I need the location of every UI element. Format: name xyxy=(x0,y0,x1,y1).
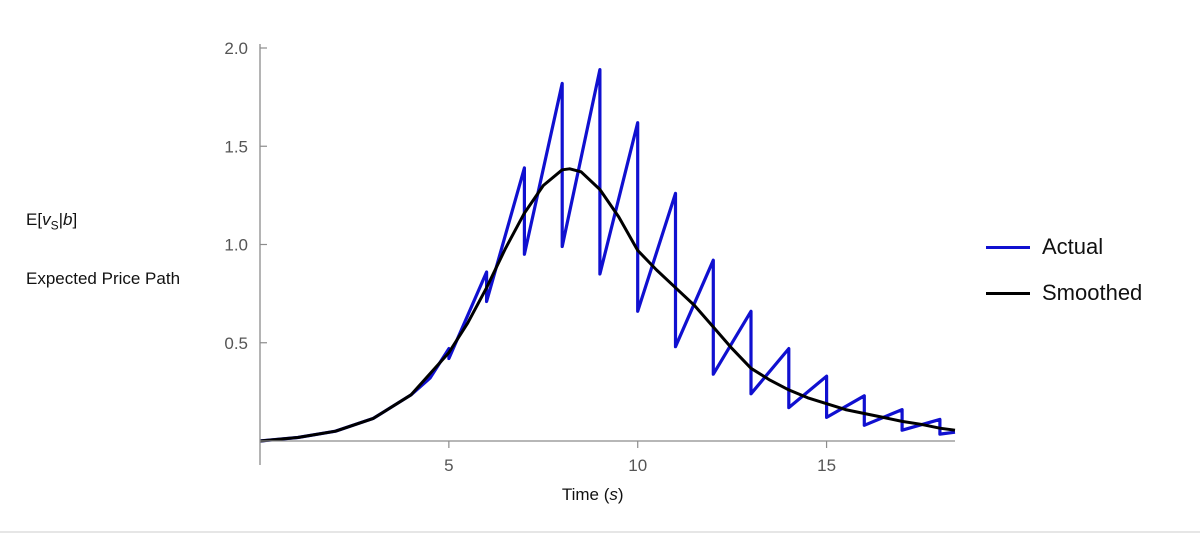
y-tick-label: 0.5 xyxy=(224,334,248,353)
series-smoothed-line xyxy=(259,167,956,443)
x-axis-label-var: s xyxy=(609,485,618,504)
y-tick-label: 1.0 xyxy=(224,236,248,255)
y-ticks: 0.5 1.0 1.5 2.0 xyxy=(224,39,267,353)
y-label-mid: | xyxy=(58,210,63,229)
y-label-suffix: ] xyxy=(72,210,78,229)
x-ticks: 5 10 15 xyxy=(444,441,836,475)
x-tick-label: 10 xyxy=(628,456,647,475)
legend-swatch-actual xyxy=(986,245,1030,249)
x-axis-label-prefix: Time ( xyxy=(562,485,610,504)
legend-swatch-smoothed xyxy=(986,291,1030,295)
plot-area xyxy=(259,67,956,443)
y-label-prefix: E[ xyxy=(26,210,43,229)
y-tick-label: 1.5 xyxy=(224,137,248,156)
legend-label-smoothed: Smoothed xyxy=(1042,280,1143,305)
y-tick-label: 2.0 xyxy=(224,39,248,58)
series-actual-line xyxy=(259,67,956,443)
x-axis-label: Time (s) xyxy=(562,485,624,504)
legend-label-actual: Actual xyxy=(1042,234,1104,259)
legend-entry-smoothed: Smoothed xyxy=(986,270,1142,316)
y-axis-subtitle: Expected Price Path xyxy=(26,269,181,288)
y-axis-label: E[vS|b] xyxy=(26,210,77,232)
x-tick-label: 5 xyxy=(444,456,453,475)
legend: Actual Smoothed xyxy=(986,224,1142,316)
x-tick-label: 15 xyxy=(817,456,836,475)
y-label-var: v xyxy=(42,210,51,229)
y-label-sub: S xyxy=(50,218,59,233)
axes xyxy=(259,44,955,465)
legend-entry-actual: Actual xyxy=(986,224,1142,270)
x-axis-label-suffix: ) xyxy=(618,485,624,504)
bottom-divider xyxy=(0,531,1200,533)
y-label-cond: b xyxy=(63,210,73,229)
